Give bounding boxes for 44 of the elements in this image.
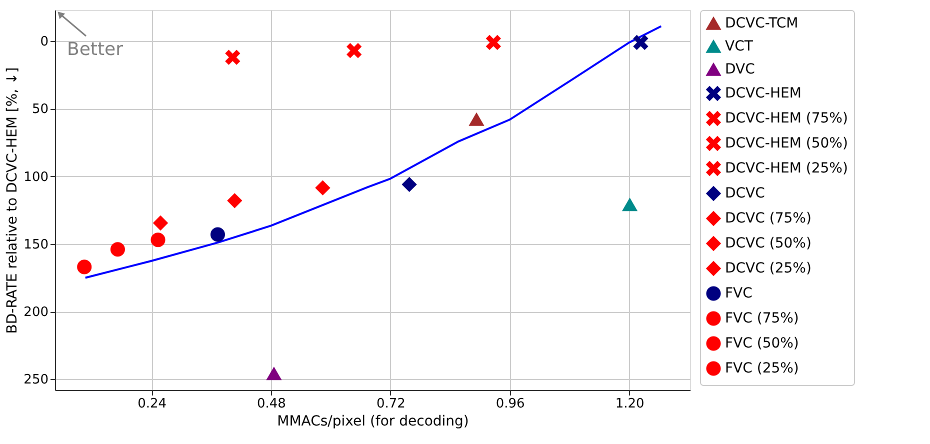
x-tick-label: 0.96 [496,396,525,412]
legend-label: DCVC-HEM (50%) [725,136,848,152]
legend-label: DVC [725,62,756,78]
annotation: Better [67,39,124,60]
point [153,216,168,230]
x-tick-label: 0.24 [138,396,167,412]
point [346,43,362,58]
legend-label: DCVC [725,186,766,202]
legend-label: DCVC-HEM [725,86,802,102]
y-axis-title: BD-RATE relative to DCVC-HEM [%, ↓] [4,67,21,334]
legend-label: DCVC-TCM [725,16,798,32]
x-tick-label: 1.20 [615,396,644,412]
legend-label: DCVC (50%) [725,236,812,252]
x-tick-label: 0.72 [376,396,406,412]
point [402,177,417,192]
point [486,35,501,50]
point [266,367,282,380]
point [110,242,125,257]
legend-label: DCVC-HEM (75%) [725,110,848,126]
y-tick-label: 100 [24,170,48,185]
point [469,113,484,126]
point [622,198,638,212]
x-tick-label: 0.48 [257,396,286,412]
point [225,50,240,65]
point [315,180,330,196]
legend-label: VCT [725,38,754,54]
y-tick-label: 150 [24,237,48,252]
legend-label: FVC (25%) [725,360,799,376]
legend-label: FVC [725,286,753,302]
legend-label: DCVC (75%) [725,210,812,226]
legend-label: DCVC-HEM (25%) [725,160,848,176]
x-axis-title: MMACs/pixel (for decoding) [277,414,469,430]
y-tick-label: 50 [32,102,48,118]
point [227,193,242,208]
y-tick-label: 0 [40,34,48,50]
y-tick-label: 250 [24,372,48,388]
point [77,260,92,274]
legend-label: FVC (75%) [725,310,799,326]
point [633,35,648,50]
point [150,232,166,248]
point [210,227,225,242]
y-tick-label: 200 [24,305,48,320]
legend-label: DCVC (25%) [725,260,812,276]
legend-label: FVC (50%) [725,336,799,352]
